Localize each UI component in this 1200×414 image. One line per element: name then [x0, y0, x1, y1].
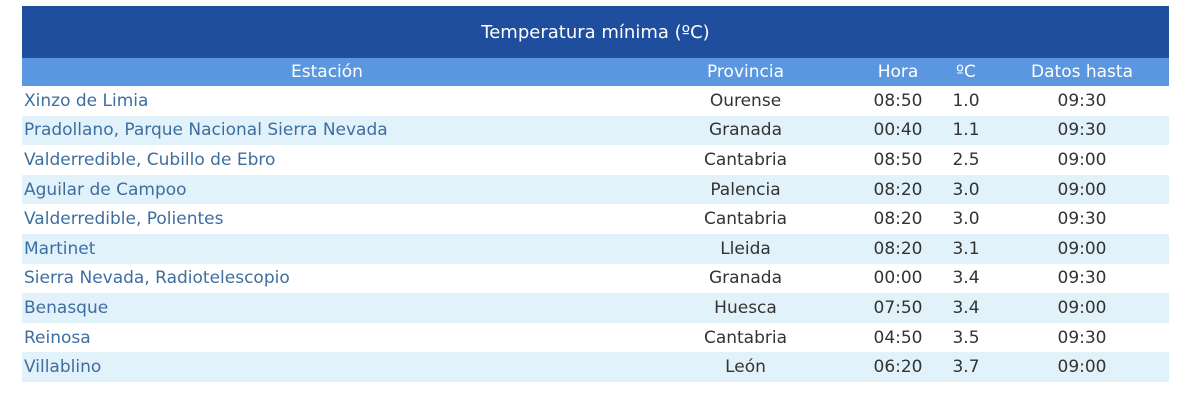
table-row: Xinzo de Limia Ourense 08:50 1.0 09:30: [22, 86, 1169, 116]
temp-cell: 2.5: [952, 149, 980, 170]
province-cell: Granada: [709, 120, 782, 141]
station-cell[interactable]: Martinet: [24, 238, 96, 259]
table-row: Aguilar de Campoo Palencia 08:20 3.0 09:…: [22, 174, 1169, 205]
station-cell[interactable]: Pradollano, Parque Nacional Sierra Nevad…: [24, 120, 388, 141]
table-row: Sierra Nevada, Radiotelescopio Granada 0…: [22, 263, 1169, 294]
table-row: Martinet Lleida 08:20 3.1 09:00: [22, 233, 1169, 264]
temp-cell: 3.0: [952, 209, 980, 230]
province-cell: León: [725, 357, 766, 378]
temperature-table: Estación Provincia Hora ºC Datos hasta X…: [22, 58, 1169, 382]
data-until-cell: 09:30: [1057, 209, 1107, 230]
time-cell: 00:00: [873, 268, 923, 289]
data-until-cell: 09:00: [1057, 297, 1107, 318]
temp-cell: 1.0: [952, 90, 980, 111]
province-cell: Ourense: [709, 90, 782, 111]
data-until-cell: 09:00: [1057, 238, 1107, 259]
table-row: Valderredible, Cubillo de Ebro Cantabria…: [22, 145, 1169, 175]
column-header-data-until: Datos hasta: [1031, 62, 1133, 82]
temp-cell: 3.0: [952, 179, 980, 200]
temp-cell: 3.4: [952, 268, 980, 289]
station-cell[interactable]: Reinosa: [24, 327, 91, 348]
station-cell[interactable]: Aguilar de Campoo: [24, 179, 187, 200]
table-row: Reinosa Cantabria 04:50 3.5 09:30: [22, 322, 1169, 353]
time-cell: 07:50: [873, 297, 923, 318]
temp-cell: 3.7: [952, 357, 980, 378]
station-cell[interactable]: Xinzo de Limia: [24, 90, 149, 111]
station-cell[interactable]: Valderredible, Polientes: [24, 209, 224, 230]
temp-cell: 1.1: [952, 120, 980, 141]
station-cell[interactable]: Sierra Nevada, Radiotelescopio: [24, 268, 290, 289]
province-cell: Cantabria: [703, 327, 788, 348]
province-cell: Cantabria: [703, 149, 788, 170]
table-row: Villablino León 06:20 3.7 09:00: [22, 352, 1169, 382]
table-title-text: Temperatura mínima (ºC): [481, 21, 710, 43]
province-cell: Lleida: [720, 238, 771, 259]
table-header-row: Estación Provincia Hora ºC Datos hasta: [22, 58, 1169, 86]
data-until-cell: 09:30: [1057, 327, 1107, 348]
time-cell: 04:50: [873, 327, 923, 348]
station-cell[interactable]: Villablino: [24, 357, 102, 378]
table-row: Benasque Huesca 07:50 3.4 09:00: [22, 293, 1169, 323]
time-cell: 08:20: [873, 209, 923, 230]
data-until-cell: 09:00: [1057, 357, 1107, 378]
column-header-station: Estación: [291, 62, 363, 82]
time-cell: 00:40: [873, 120, 923, 141]
data-until-cell: 09:00: [1057, 179, 1107, 200]
time-cell: 08:50: [873, 90, 923, 111]
column-header-temp: ºC: [956, 62, 976, 82]
table-row: Pradollano, Parque Nacional Sierra Nevad…: [22, 115, 1169, 146]
time-cell: 08:20: [873, 179, 923, 200]
column-header-province: Provincia: [706, 62, 784, 82]
province-cell: Huesca: [714, 297, 777, 318]
data-until-cell: 09:30: [1057, 120, 1107, 141]
temp-cell: 3.5: [952, 327, 980, 348]
time-cell: 08:20: [873, 238, 923, 259]
province-cell: Cantabria: [703, 209, 788, 230]
time-cell: 08:50: [873, 149, 923, 170]
temp-cell: 3.4: [952, 297, 980, 318]
table-title: Temperatura mínima (ºC): [22, 6, 1169, 58]
table-row: Valderredible, Polientes Cantabria 08:20…: [22, 204, 1169, 234]
temp-cell: 3.1: [952, 238, 980, 259]
province-cell: Granada: [709, 268, 782, 289]
time-cell: 06:20: [873, 357, 923, 378]
province-cell: Palencia: [710, 179, 781, 200]
data-until-cell: 09:30: [1057, 90, 1107, 111]
station-cell[interactable]: Benasque: [24, 297, 109, 318]
data-until-cell: 09:00: [1057, 149, 1107, 170]
data-until-cell: 09:30: [1057, 268, 1107, 289]
column-header-time: Hora: [877, 62, 919, 82]
min-temperature-table-widget: Temperatura mínima (ºC) Estación Provinc…: [22, 6, 1169, 382]
station-cell[interactable]: Valderredible, Cubillo de Ebro: [24, 149, 276, 170]
